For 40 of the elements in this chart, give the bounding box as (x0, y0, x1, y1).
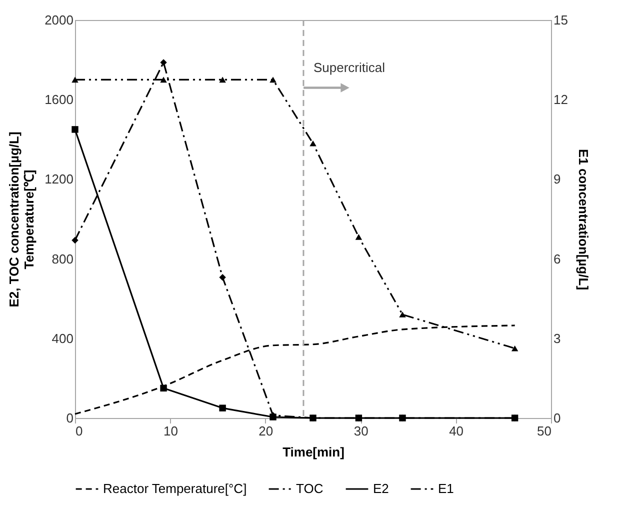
legend-label: E2 (373, 481, 389, 496)
y2-tick-label: 6 (554, 251, 561, 266)
point (160, 384, 167, 392)
point (270, 76, 276, 83)
point (72, 76, 78, 83)
point (219, 76, 226, 83)
legend-label: E1 (438, 481, 454, 496)
x-tick-label: 0 (76, 424, 83, 438)
point (219, 274, 226, 281)
legend-label: Reactor Temperature[°C] (103, 481, 247, 496)
point (310, 140, 316, 146)
x-tick-label: 30 (354, 424, 368, 438)
annotation: Supercritical (313, 60, 386, 75)
y-tick-label: 1200 (44, 172, 74, 187)
y2-tick-label: 0 (554, 410, 561, 426)
y2-tick-label: 15 (554, 12, 568, 28)
y2-tick-label: 12 (554, 92, 568, 108)
y-tick-label: 1600 (44, 92, 74, 108)
y-tick-label: 0 (66, 410, 74, 426)
x-tick-label: 10 (163, 424, 178, 438)
y2-axis-title: E1 concentration[µg/L] (576, 148, 591, 290)
x-axis-title: Time[min] (282, 444, 344, 460)
x-tick-label: 50 (537, 424, 552, 438)
y-tick-label: 2000 (44, 12, 74, 28)
y2-tick-label: 3 (554, 330, 561, 346)
y-axis-title: E2, TOC concentration[µg/L] Temperature[℃] (6, 132, 37, 308)
point (399, 312, 406, 318)
y2-tick-label: 9 (554, 172, 561, 187)
y-tick-label: 400 (52, 330, 74, 346)
legend-label: TOC (296, 481, 324, 496)
x-tick-label: 40 (449, 424, 464, 438)
point (219, 404, 226, 412)
point (160, 76, 167, 83)
point (72, 236, 78, 244)
point (355, 234, 362, 240)
point (72, 126, 78, 133)
point (511, 345, 518, 352)
point (160, 59, 167, 66)
x-tick-label: 20 (258, 424, 274, 438)
y-tick-label: 800 (52, 251, 74, 266)
